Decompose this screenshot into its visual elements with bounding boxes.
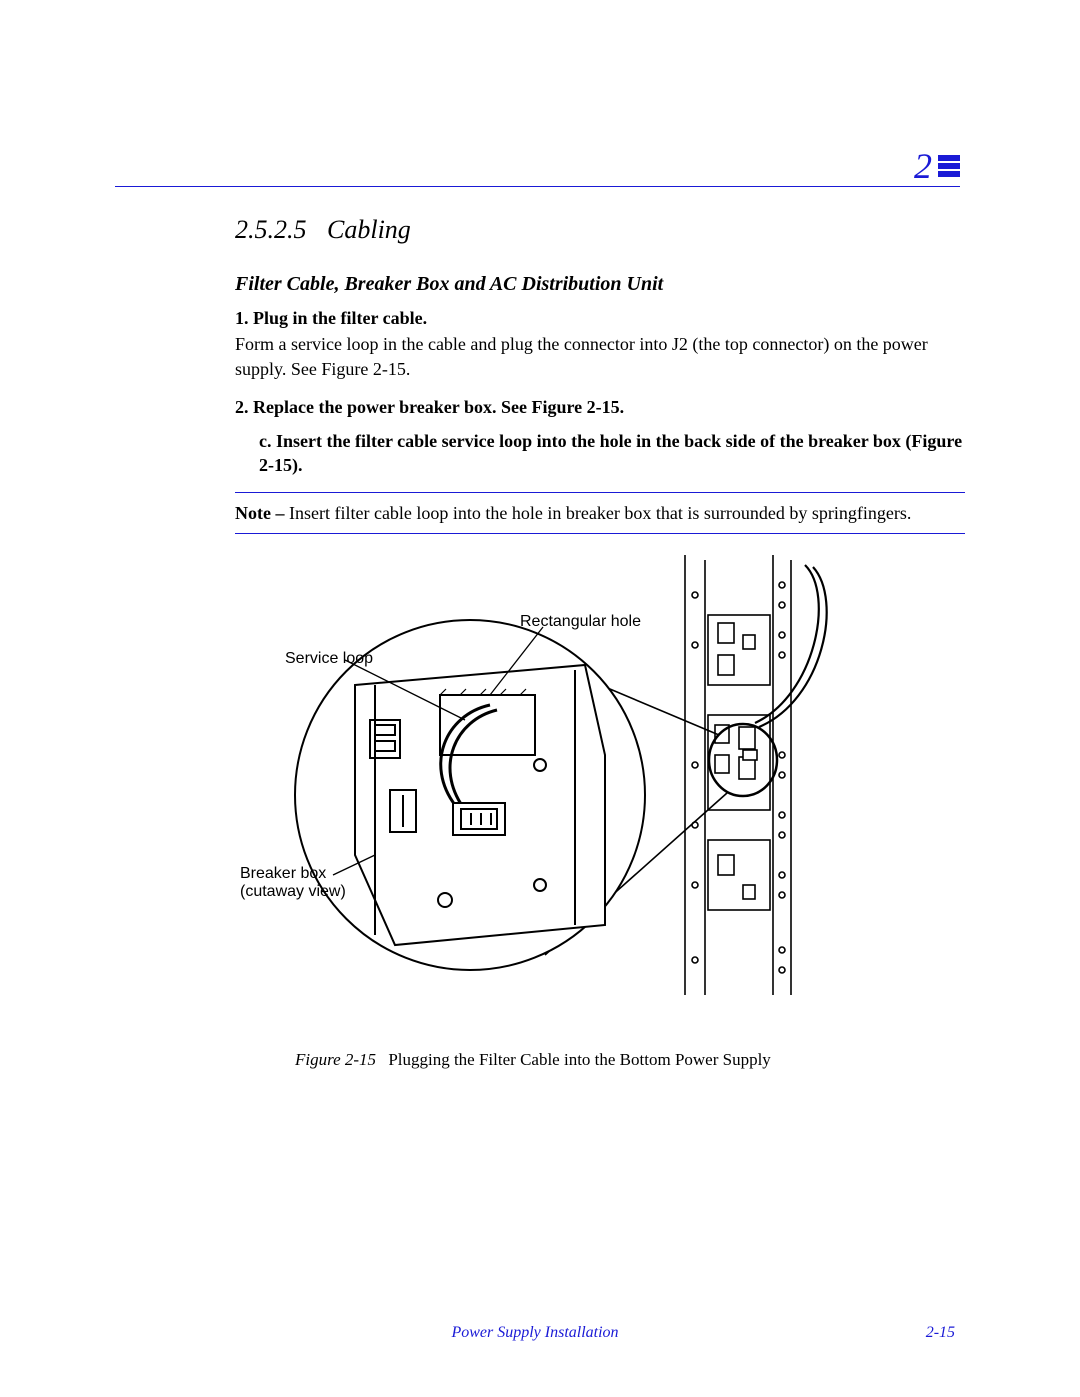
step-list: 1. Plug in the filter cable. Form a serv… [235, 306, 965, 478]
figure-diagram: Service loop Rectangular hole Breaker bo… [275, 555, 975, 1035]
chapter-number: 2 [914, 145, 932, 187]
section-number: 2.5.2.5 [235, 215, 307, 244]
page-footer: Power Supply Installation 2-15 [115, 1324, 955, 1342]
section-title: Cabling [327, 215, 411, 244]
step-1: 1. Plug in the filter cable. Form a serv… [235, 306, 965, 381]
figure-caption: Figure 2-15 Plugging the Filter Cable in… [295, 1050, 965, 1070]
section-heading: 2.5.2.5 Cabling [235, 215, 965, 245]
note-text: Insert filter cable loop into the hole i… [284, 503, 911, 523]
step-2-label: 2. Replace the power breaker box. See Fi… [235, 395, 965, 419]
subheading: Filter Cable, Breaker Box and AC Distrib… [235, 273, 965, 296]
step-1-label: 1. Plug in the filter cable. [235, 306, 965, 330]
figure-caption-text: Plugging the Filter Cable into the Botto… [388, 1050, 771, 1069]
step-2c: c. Insert the filter cable service loop … [235, 429, 965, 478]
page: 2 2.5.2.5 Cabling Filter Cable, Breaker … [0, 0, 1080, 1397]
callout-rectangular-hole: Rectangular hole [520, 613, 641, 631]
callout-breaker-box: Breaker box (cutaway view) [240, 865, 346, 901]
note-label: Note – [235, 503, 284, 523]
step-1-body: Form a service loop in the cable and plu… [235, 332, 965, 381]
book-bars-icon [938, 155, 960, 177]
step-2: 2. Replace the power breaker box. See Fi… [235, 395, 965, 478]
chapter-header: 2 [914, 145, 960, 187]
footer-title: Power Supply Installation [451, 1324, 618, 1342]
note-block: Note – Insert filter cable loop into the… [235, 492, 965, 534]
header-rule [115, 186, 960, 187]
page-number: 2-15 [926, 1324, 955, 1341]
figure-label: Figure 2-15 [295, 1050, 376, 1069]
callout-service-loop: Service loop [285, 650, 373, 668]
content-area: 2.5.2.5 Cabling Filter Cable, Breaker Bo… [235, 215, 965, 534]
